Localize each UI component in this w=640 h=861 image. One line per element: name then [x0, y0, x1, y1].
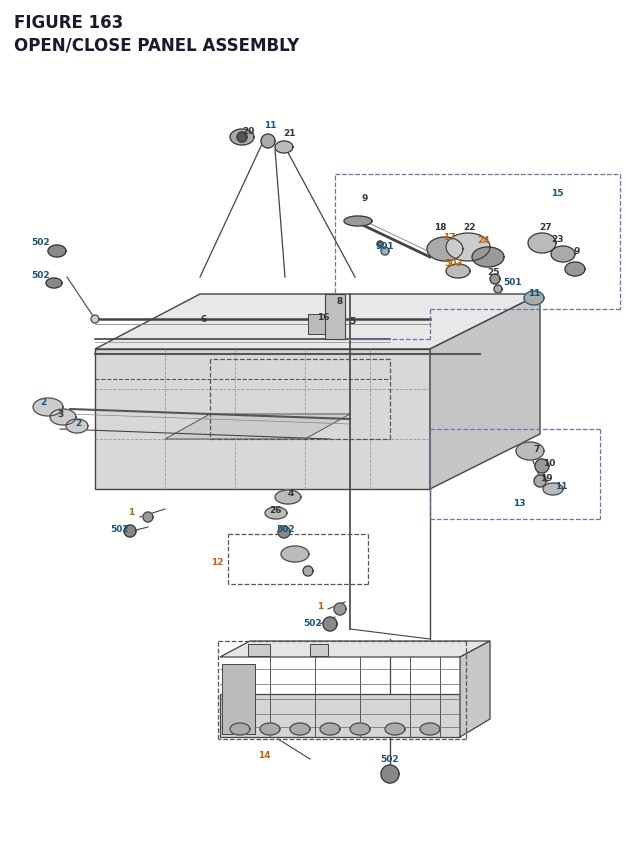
Polygon shape: [265, 507, 287, 519]
Polygon shape: [334, 604, 346, 616]
Polygon shape: [494, 286, 502, 294]
Text: 11: 11: [528, 289, 540, 298]
Text: 9: 9: [574, 247, 580, 257]
Text: 15: 15: [551, 189, 563, 198]
Polygon shape: [95, 350, 430, 489]
Polygon shape: [535, 460, 549, 474]
Text: 19: 19: [540, 474, 552, 483]
Polygon shape: [275, 142, 293, 154]
Polygon shape: [472, 248, 504, 268]
Polygon shape: [278, 526, 290, 538]
Polygon shape: [446, 264, 470, 279]
Polygon shape: [275, 491, 301, 505]
Text: 27: 27: [540, 223, 552, 232]
Text: 2: 2: [75, 419, 81, 428]
Text: 20: 20: [242, 127, 254, 135]
Text: 3: 3: [58, 410, 64, 419]
Text: 7: 7: [534, 445, 540, 454]
Text: 502: 502: [111, 525, 129, 534]
Polygon shape: [260, 723, 280, 735]
Polygon shape: [95, 294, 540, 350]
Polygon shape: [460, 641, 490, 737]
Text: 501: 501: [504, 278, 522, 288]
Text: 25: 25: [487, 268, 499, 277]
Text: 503: 503: [445, 259, 463, 268]
Text: 16: 16: [317, 313, 329, 322]
Polygon shape: [543, 483, 563, 495]
Text: 18: 18: [434, 223, 446, 232]
Polygon shape: [290, 723, 310, 735]
Polygon shape: [446, 233, 490, 262]
Polygon shape: [66, 419, 88, 433]
Polygon shape: [381, 248, 389, 256]
Text: 502: 502: [276, 525, 295, 534]
Text: 10: 10: [543, 459, 555, 468]
Polygon shape: [50, 410, 76, 425]
Text: 8: 8: [337, 297, 343, 307]
Polygon shape: [565, 263, 585, 276]
Text: 2: 2: [40, 398, 46, 407]
Polygon shape: [427, 238, 463, 262]
Text: 4: 4: [288, 489, 294, 498]
Polygon shape: [230, 723, 250, 735]
Polygon shape: [528, 233, 556, 254]
Polygon shape: [430, 294, 540, 489]
Polygon shape: [46, 279, 62, 288]
Text: 1: 1: [128, 508, 134, 517]
Text: 14: 14: [258, 751, 270, 759]
Text: 9: 9: [362, 195, 368, 203]
Bar: [310, 644, 328, 656]
Text: 502: 502: [304, 619, 323, 628]
Text: 6: 6: [201, 315, 207, 324]
Polygon shape: [377, 242, 383, 248]
Polygon shape: [308, 314, 325, 335]
Polygon shape: [230, 130, 254, 146]
Text: 502: 502: [32, 238, 51, 247]
Polygon shape: [237, 133, 247, 143]
Text: 11: 11: [264, 121, 276, 130]
Polygon shape: [143, 512, 153, 523]
Polygon shape: [420, 723, 440, 735]
Polygon shape: [281, 547, 309, 562]
Polygon shape: [325, 294, 345, 339]
Text: 13: 13: [513, 499, 525, 508]
Polygon shape: [220, 694, 460, 737]
Text: OPEN/CLOSE PANEL ASSEMBLY: OPEN/CLOSE PANEL ASSEMBLY: [14, 36, 300, 54]
Polygon shape: [165, 414, 350, 439]
Polygon shape: [381, 765, 399, 784]
Polygon shape: [222, 664, 255, 734]
Polygon shape: [344, 217, 372, 226]
Text: 12: 12: [211, 558, 223, 567]
Polygon shape: [220, 641, 490, 657]
Text: 23: 23: [551, 235, 563, 245]
Bar: [248, 644, 270, 656]
Polygon shape: [320, 723, 340, 735]
Text: 501: 501: [376, 242, 394, 251]
Polygon shape: [551, 247, 575, 263]
Polygon shape: [303, 567, 313, 576]
Text: 26: 26: [269, 506, 282, 515]
Polygon shape: [323, 617, 337, 631]
Polygon shape: [490, 275, 500, 285]
Text: FIGURE 163: FIGURE 163: [14, 14, 124, 32]
Polygon shape: [33, 399, 63, 417]
Polygon shape: [524, 292, 544, 306]
Text: 21: 21: [284, 128, 296, 138]
Text: 11: 11: [555, 482, 567, 491]
Text: 17: 17: [443, 233, 455, 242]
Polygon shape: [385, 723, 405, 735]
Text: 1: 1: [317, 602, 323, 610]
Polygon shape: [350, 723, 370, 735]
Polygon shape: [261, 135, 275, 149]
Text: 24: 24: [477, 236, 490, 245]
Polygon shape: [516, 443, 544, 461]
Text: 22: 22: [464, 223, 476, 232]
Text: 502: 502: [381, 754, 399, 764]
Polygon shape: [48, 245, 66, 257]
Text: 5: 5: [349, 317, 355, 326]
Polygon shape: [124, 525, 136, 537]
Polygon shape: [534, 475, 546, 487]
Text: 502: 502: [32, 271, 51, 280]
Polygon shape: [91, 316, 99, 324]
